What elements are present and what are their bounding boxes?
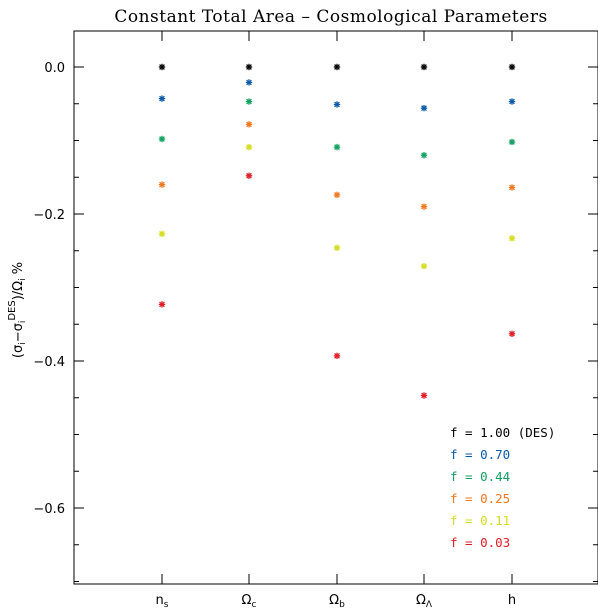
data-point: [245, 143, 253, 151]
data-point: [245, 79, 253, 86]
data-point: [420, 152, 428, 159]
data-point: [158, 230, 166, 238]
legend-entry: f = 0.25: [450, 491, 510, 506]
data-point: [333, 143, 341, 151]
data-point: [508, 184, 516, 191]
x-category-label: h: [508, 593, 516, 608]
data-point: [420, 104, 428, 112]
data-point: [245, 63, 253, 71]
data-point: [333, 63, 341, 71]
data-point: [333, 101, 341, 108]
data-point: [245, 121, 253, 128]
data-point: [158, 63, 166, 71]
y-tick-label: 0.0: [44, 61, 65, 76]
data-point: [158, 95, 166, 102]
legend: f = 1.00 (DES) f = 0.70 f = 0.44 f = 0.25 f …: [450, 425, 555, 550]
data-point: [508, 63, 516, 71]
y-axis-label: (σi−σiDES)/Ωi %: [7, 262, 28, 358]
data-point: [245, 172, 253, 179]
y-axis: 0.0 −0.2 −0.4 −0.6: [33, 61, 598, 582]
chart-title: Constant Total Area – Cosmological Param…: [114, 7, 547, 27]
legend-entry: f = 0.70: [450, 447, 510, 462]
data-point: [420, 392, 428, 399]
legend-entry: f = 0.44: [450, 469, 510, 484]
data-point: [508, 235, 516, 242]
data-point: [333, 244, 341, 252]
data-point: [158, 135, 166, 143]
legend-entry: f = 0.11: [450, 513, 510, 528]
plot-frame: [73, 30, 598, 585]
data-points: [158, 63, 516, 399]
data-point: [158, 181, 166, 188]
data-point: [420, 63, 428, 71]
data-point: [158, 301, 166, 308]
x-category-label: Ωc: [242, 593, 257, 609]
legend-entry: f = 0.03: [450, 535, 510, 550]
data-point: [333, 191, 341, 199]
data-point: [333, 352, 341, 360]
data-point: [508, 138, 516, 146]
data-point: [508, 330, 516, 338]
data-point: [508, 98, 516, 105]
data-point: [245, 98, 253, 105]
y-tick-label: −0.6: [33, 502, 65, 517]
data-point: [420, 203, 428, 210]
x-category-label: Ωb: [329, 593, 345, 609]
data-point: [420, 262, 428, 270]
y-tick-label: −0.2: [33, 208, 65, 223]
legend-entry: f = 1.00 (DES): [450, 425, 555, 440]
y-tick-label: −0.4: [33, 355, 65, 370]
x-category-label: ns: [156, 593, 169, 609]
x-category-label: ΩΛ: [416, 593, 433, 609]
